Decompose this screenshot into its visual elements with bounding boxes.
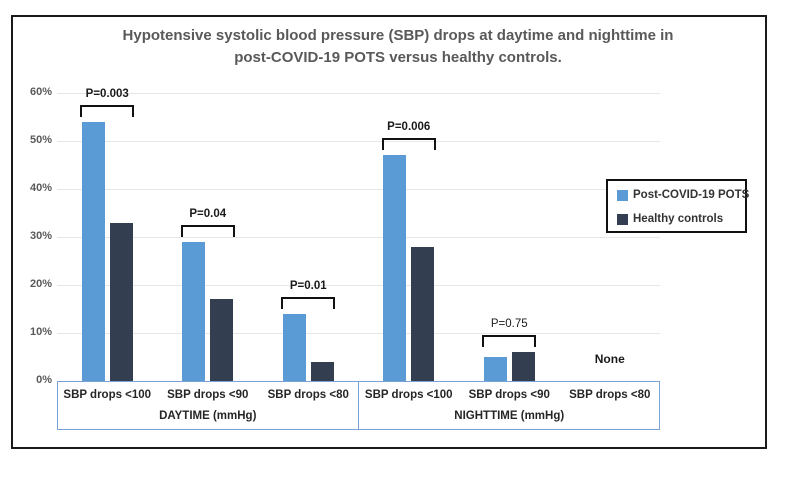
significance-bracket: [180, 224, 235, 237]
legend-label-controls: Healthy controls: [633, 213, 724, 225]
p-value-label: P=0.04: [189, 207, 227, 220]
group-divider-line: [357, 381, 360, 430]
y-axis-tick-label: 0%: [36, 374, 52, 386]
chart-title-line2: post-COVID-19 POTS versus healthy contro…: [234, 49, 562, 66]
controls-bar: [411, 246, 435, 381]
gridline: [57, 284, 660, 286]
p-value-label: P=0.003: [85, 87, 129, 100]
significance-bracket: [482, 335, 537, 348]
gridline: [57, 332, 660, 334]
category-label: SBP drops <80: [267, 389, 349, 401]
legend-label-pots: Post-COVID-19 POTS: [633, 189, 750, 201]
gridline: [57, 188, 660, 190]
legend: Post-COVID-19 POTS Healthy controls: [606, 179, 749, 233]
significance-bracket: [281, 296, 336, 309]
y-axis-tick-label: 30%: [29, 230, 52, 242]
legend-swatch-pots-icon: [617, 189, 628, 201]
controls-bar: [210, 299, 234, 381]
p-value-label: P=0.006: [387, 121, 431, 134]
none-annotation: None: [594, 352, 625, 366]
category-label: SBP drops <100: [364, 389, 453, 401]
gridline: [57, 92, 660, 94]
pots-bar: [81, 121, 105, 381]
legend-item-pots: Post-COVID-19 POTS: [617, 189, 749, 201]
p-value-label: P=0.75: [490, 318, 528, 331]
controls-bar: [310, 361, 334, 381]
pots-bar: [383, 155, 407, 381]
significance-bracket: [80, 104, 135, 117]
controls-bar: [511, 352, 535, 381]
controls-bar: [109, 222, 133, 381]
legend-item-controls: Healthy controls: [617, 213, 723, 225]
category-label: SBP drops <90: [167, 389, 249, 401]
group-axis-label: DAYTIME (mmHg): [159, 410, 257, 422]
group-axis-label: NIGHTTIME (mmHg): [454, 410, 565, 422]
pots-bar: [282, 313, 306, 381]
category-label: SBP drops <80: [569, 389, 651, 401]
p-value-label: P=0.01: [289, 279, 327, 292]
significance-bracket: [381, 138, 436, 151]
chart-title-line1: Hypotensive systolic blood pressure (SBP…: [122, 27, 674, 44]
legend-swatch-controls-icon: [617, 213, 628, 225]
y-axis-tick-label: 40%: [29, 182, 52, 194]
gridline: [57, 236, 660, 238]
y-axis-tick-label: 50%: [29, 134, 52, 146]
y-axis-tick-label: 10%: [29, 326, 52, 338]
y-axis-tick-label: 60%: [29, 86, 52, 98]
y-axis-tick-label: 20%: [29, 278, 52, 290]
category-label: SBP drops <90: [468, 389, 550, 401]
pots-bar: [483, 357, 507, 381]
gridline: [57, 140, 660, 142]
pots-bar: [182, 241, 206, 381]
category-label: SBP drops <100: [63, 389, 152, 401]
chart-title: Hypotensive systolic blood pressure (SBP…: [70, 25, 726, 69]
